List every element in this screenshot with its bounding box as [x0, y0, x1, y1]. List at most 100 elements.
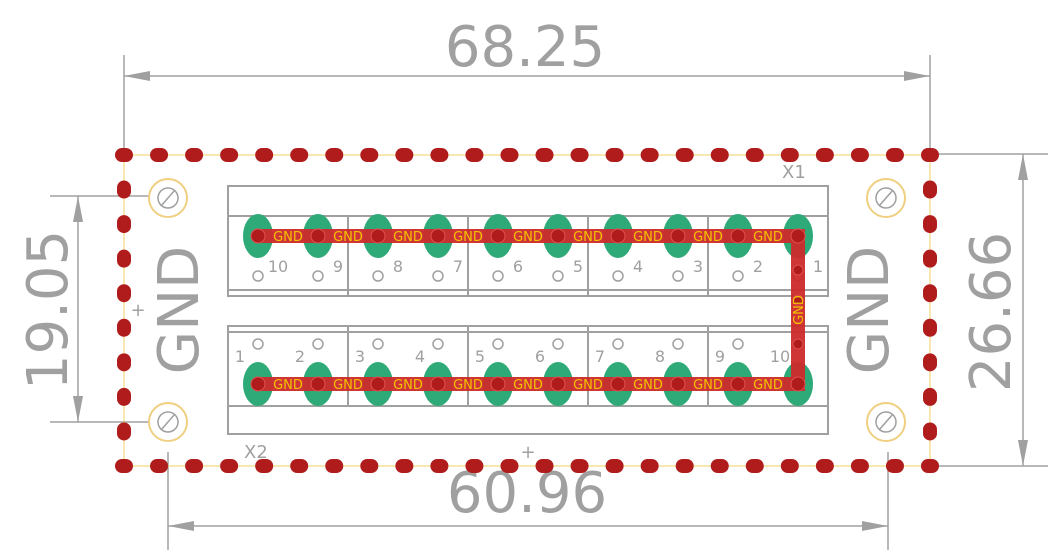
pin-hole — [552, 338, 564, 350]
pin-number: 3 — [693, 257, 703, 276]
border-via — [675, 459, 694, 473]
border-via — [465, 459, 484, 473]
pin-hole — [612, 338, 624, 350]
border-via — [640, 148, 659, 162]
border-via — [117, 422, 131, 441]
border-via — [325, 459, 344, 473]
dimension-top: 68.25 — [123, 15, 931, 150]
trace-via — [670, 228, 686, 244]
board-edge — [123, 154, 931, 467]
connector-x1-ref: X1 — [782, 162, 806, 183]
net-label: GND — [573, 230, 603, 245]
net-label: GND — [633, 378, 663, 393]
border-via — [885, 459, 904, 473]
net-label: GND — [333, 230, 363, 245]
border-via — [815, 148, 834, 162]
pin-number: 4 — [633, 257, 643, 276]
pin-hole — [612, 270, 624, 282]
border-via — [117, 215, 131, 234]
net-label: GND — [633, 230, 663, 245]
net-label: GND — [513, 230, 543, 245]
net-label: GND — [753, 230, 783, 245]
border-via — [290, 459, 309, 473]
pin-hole — [252, 338, 264, 350]
net-label: GND — [393, 230, 423, 245]
border-via — [185, 459, 204, 473]
border-via — [923, 318, 937, 337]
mounting-hole-top-right — [866, 178, 906, 218]
pin-number: 3 — [355, 347, 365, 366]
border-via — [923, 215, 937, 234]
border-via — [150, 459, 169, 473]
net-label-vertical: GND — [792, 295, 807, 325]
border-via — [885, 148, 904, 162]
pin-number: 8 — [393, 257, 403, 276]
trace-via — [490, 228, 506, 244]
net-label: GND — [453, 378, 483, 393]
gnd-label-left: GND — [147, 246, 212, 374]
net-label: GND — [693, 378, 723, 393]
mounting-hole-top-left — [148, 178, 188, 218]
trace-via — [550, 228, 566, 244]
trace-via — [792, 294, 804, 306]
border-via — [325, 148, 344, 162]
dimension-left: 19.05 — [16, 195, 165, 423]
dimension-right: 26.66 — [935, 153, 1048, 467]
border-via — [780, 459, 799, 473]
trace-via — [730, 376, 746, 392]
gnd-label-right: GND — [837, 246, 902, 374]
border-via — [535, 148, 554, 162]
mounting-hole-bottom-right — [866, 402, 906, 442]
border-via — [535, 459, 554, 473]
pin-hole — [492, 338, 504, 350]
origin-marker-left: + — [130, 300, 145, 321]
trace-via — [310, 376, 326, 392]
pin-number: 8 — [655, 347, 665, 366]
pin-hole — [672, 338, 684, 350]
trace-via — [310, 228, 326, 244]
dimension-bottom: 60.96 — [167, 452, 889, 550]
dimension-right-value: 26.66 — [959, 232, 1024, 392]
pin-hole — [432, 338, 444, 350]
border-via — [255, 459, 274, 473]
border-via — [710, 459, 729, 473]
border-via — [430, 148, 449, 162]
border-via — [640, 459, 659, 473]
dimension-top-value: 68.25 — [445, 15, 605, 80]
connector-x1-pads: 10 9 8 7 6 5 4 3 2 1 — [243, 214, 823, 282]
mounting-hole-bottom-left — [148, 402, 188, 442]
gnd-trace-details: GND GND GND GND GND GND GND GND GND GND GND GND GND G… — [250, 228, 806, 393]
net-label: GND — [513, 378, 543, 393]
border-via — [605, 459, 624, 473]
border-via — [923, 387, 937, 406]
trace-via — [430, 228, 446, 244]
net-label: GND — [753, 378, 783, 393]
border-via — [185, 148, 204, 162]
pin-hole — [672, 270, 684, 282]
border-via — [220, 148, 239, 162]
pin-number: 6 — [513, 257, 523, 276]
trace-via — [610, 228, 626, 244]
pin-hole — [432, 270, 444, 282]
border-via — [117, 318, 131, 337]
border-via — [500, 148, 519, 162]
border-via — [117, 353, 131, 372]
border-via — [500, 459, 519, 473]
pin-number: 1 — [813, 257, 823, 276]
border-via — [255, 148, 274, 162]
trace-via — [730, 228, 746, 244]
border-via — [921, 459, 939, 473]
border-via — [117, 387, 131, 406]
border-via — [395, 148, 414, 162]
border-via — [850, 459, 869, 473]
pin-hole — [492, 270, 504, 282]
trace-via — [792, 264, 804, 276]
pin-hole — [312, 338, 324, 350]
net-label: GND — [453, 230, 483, 245]
trace-via — [790, 228, 806, 244]
pin-hole — [312, 270, 324, 282]
pin-number: 6 — [535, 347, 545, 366]
trace-via — [670, 376, 686, 392]
pin-number: 1 — [235, 347, 245, 366]
